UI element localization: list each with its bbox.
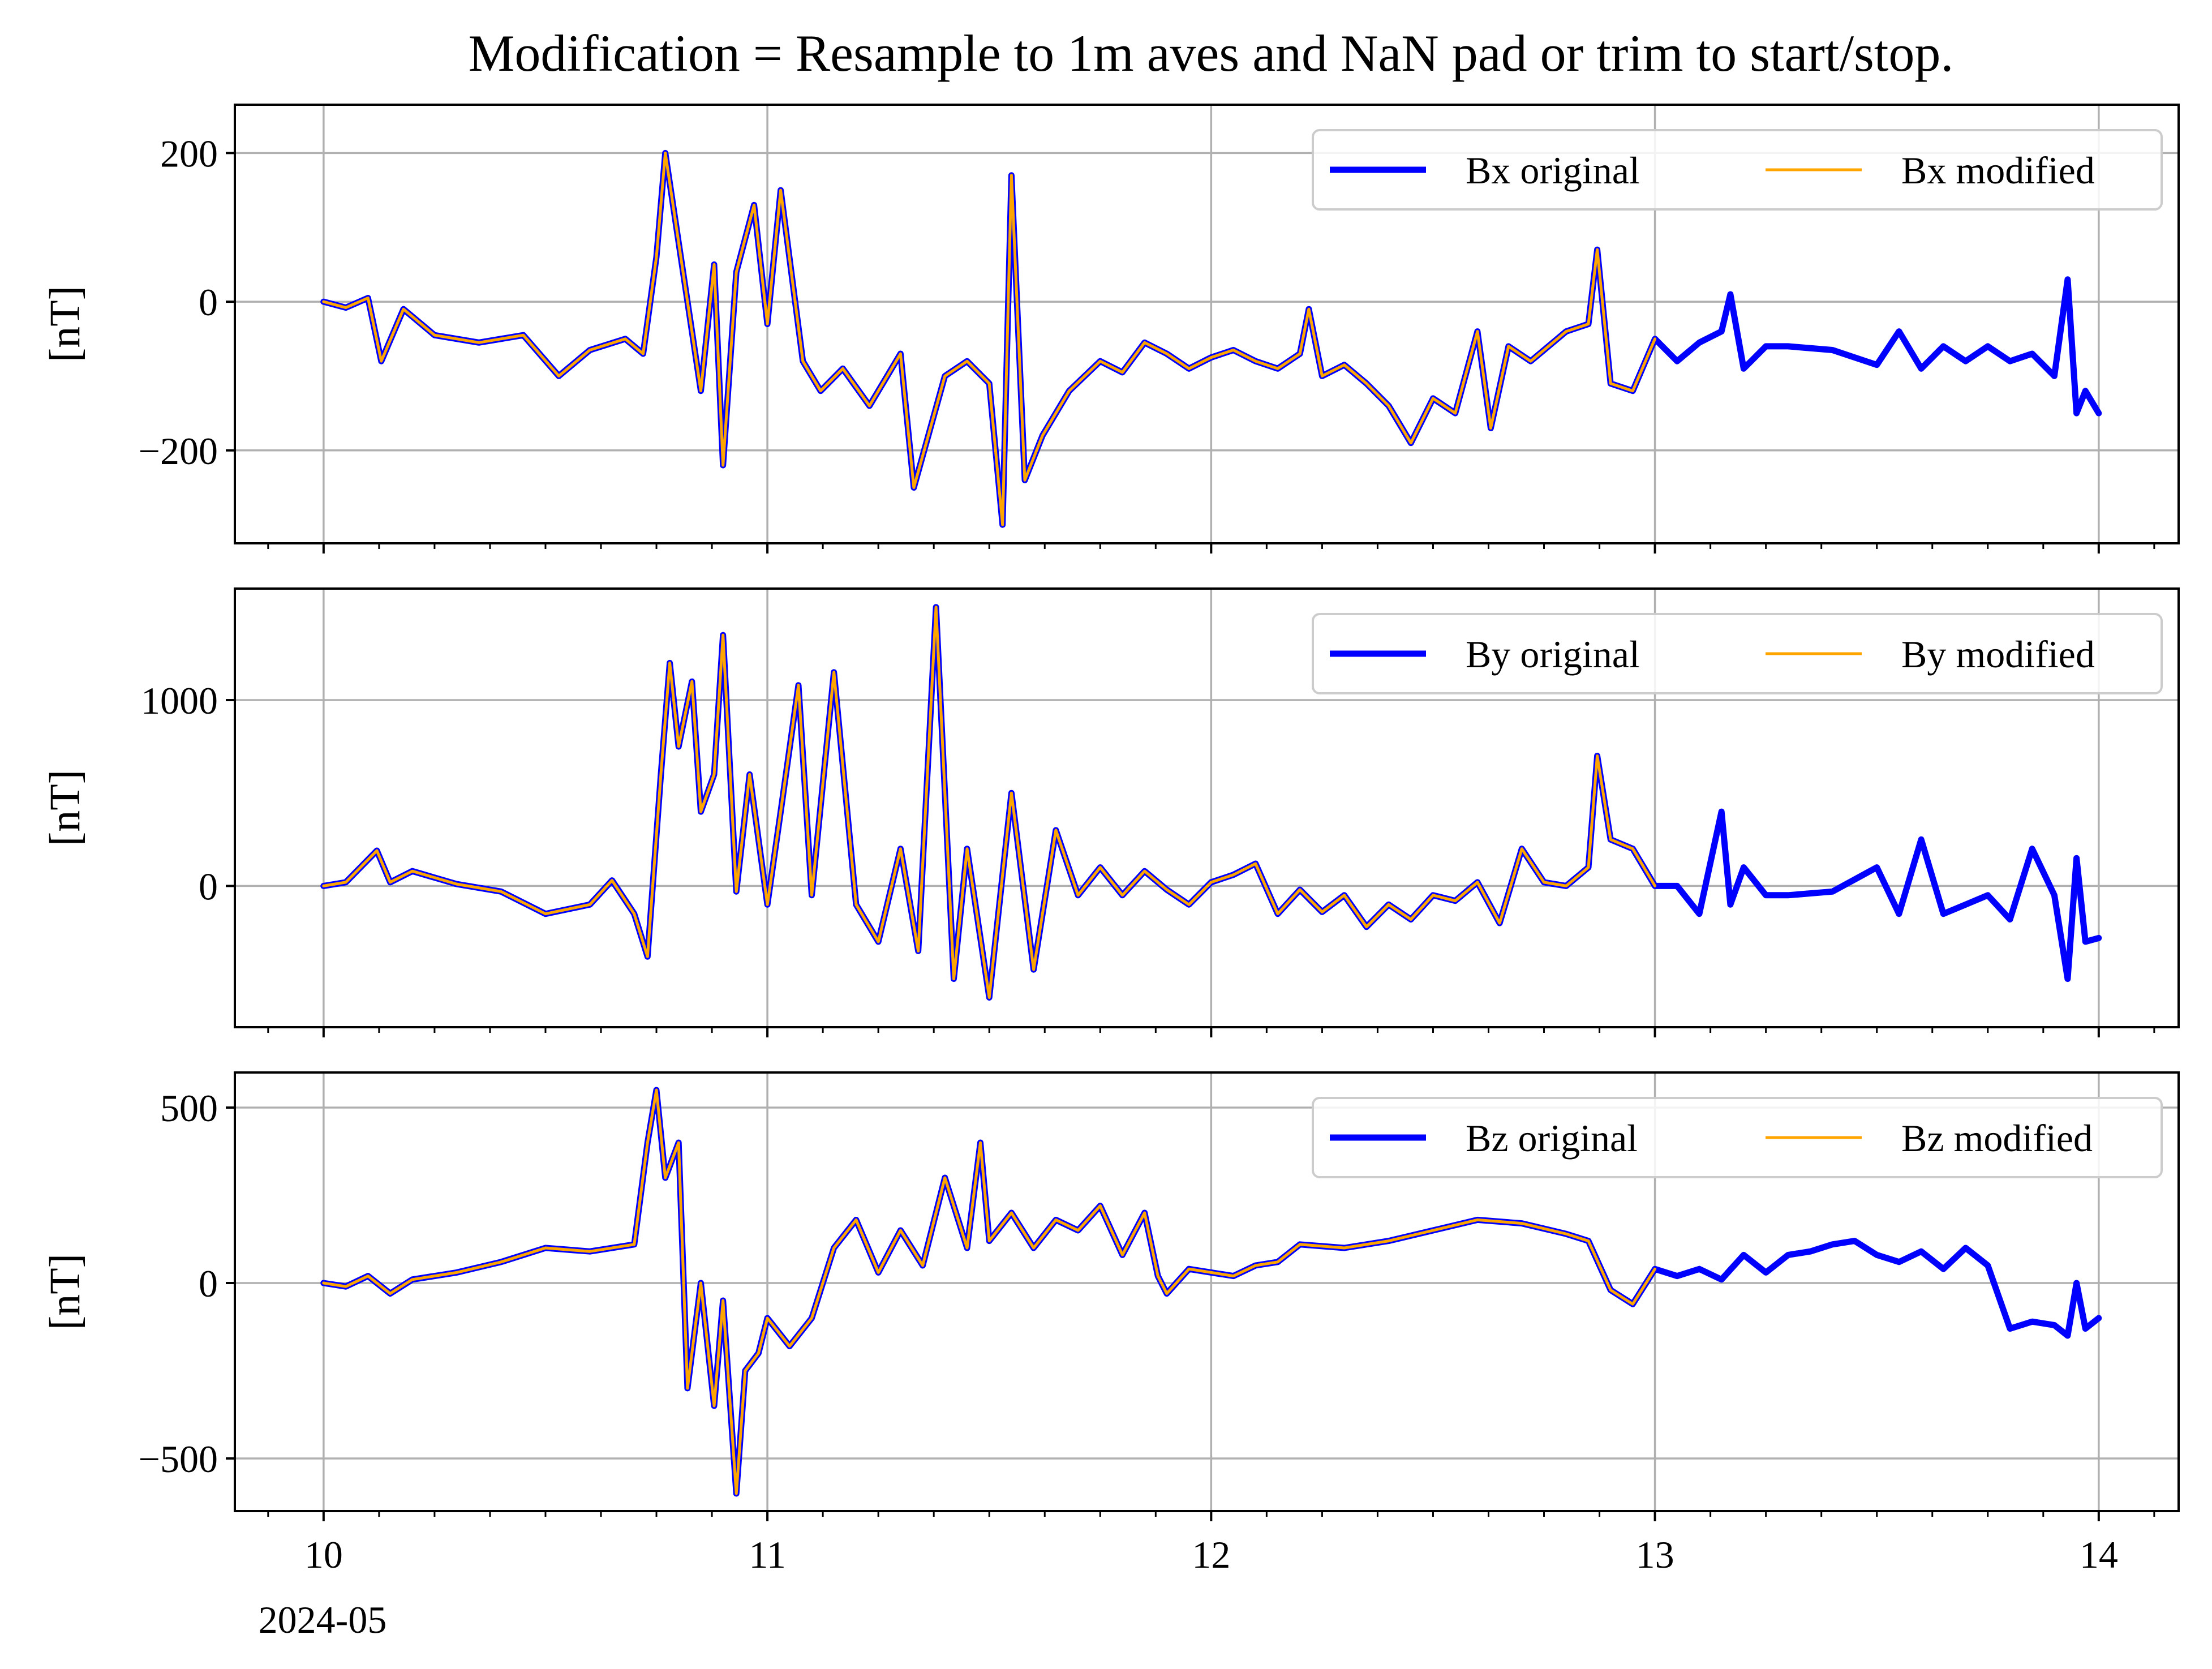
legend: Bz original Bz modified (1312, 1097, 2163, 1178)
y-tick-label: 0 (199, 1262, 218, 1305)
y-axis-label: [nT] (41, 770, 89, 846)
legend-label: By original (1466, 633, 1640, 676)
panel-by: 1000 0 [nT] By original By modified (41, 587, 2180, 1037)
axes-frame (234, 1071, 2180, 1512)
axes-frame (234, 104, 2180, 544)
y-tick-label: −500 (139, 1438, 218, 1481)
x-tick-label: 11 (749, 1533, 785, 1576)
x-tick-label: 14 (2080, 1533, 2118, 1576)
y-axis-label: [nT] (41, 1254, 89, 1330)
panels-group: 200 0 −200 [nT] Bx original Bx modified 1000 0 [… (41, 104, 2180, 1576)
legend-label: Bz original (1466, 1117, 1638, 1160)
legend: Bx original Bx modified (1312, 129, 2163, 211)
legend-box (1312, 613, 2163, 694)
y-tick-label: 0 (199, 865, 218, 908)
y-tick-label: 0 (199, 281, 218, 324)
series-line-modified (322, 151, 1657, 526)
legend-label: Bx original (1466, 149, 1640, 192)
axes-frame (234, 587, 2180, 1028)
legend-label: Bx modified (1901, 149, 2095, 192)
y-axis-label: [nT] (41, 286, 89, 362)
legend-box (1312, 1097, 2163, 1178)
x-tick-label: 13 (1636, 1533, 1674, 1576)
legend-box (1312, 129, 2163, 211)
y-tick-label: 1000 (141, 679, 218, 722)
x-tick-label: 12 (1192, 1533, 1230, 1576)
legend-label: By modified (1901, 633, 2095, 676)
legend: By original By modified (1312, 613, 2163, 694)
series-line-modified (322, 1088, 1657, 1495)
x-axis-origin-label: 2024-05 (259, 1598, 387, 1641)
figure-title: Modification = Resample to 1m aves and N… (469, 24, 1954, 82)
y-tick-label: −200 (139, 430, 218, 473)
x-tick-label: 10 (304, 1533, 343, 1576)
y-tick-label: 200 (160, 132, 218, 175)
series-line-modified (322, 606, 1657, 999)
panel-bz: 500 0 −500 10 11 12 13 14 [nT] Bz original Bz modi… (41, 1071, 2180, 1576)
legend-label: Bz modified (1901, 1117, 2093, 1160)
y-tick-label: 500 (160, 1087, 218, 1130)
panel-bx: 200 0 −200 [nT] Bx original Bx modified (41, 104, 2180, 554)
